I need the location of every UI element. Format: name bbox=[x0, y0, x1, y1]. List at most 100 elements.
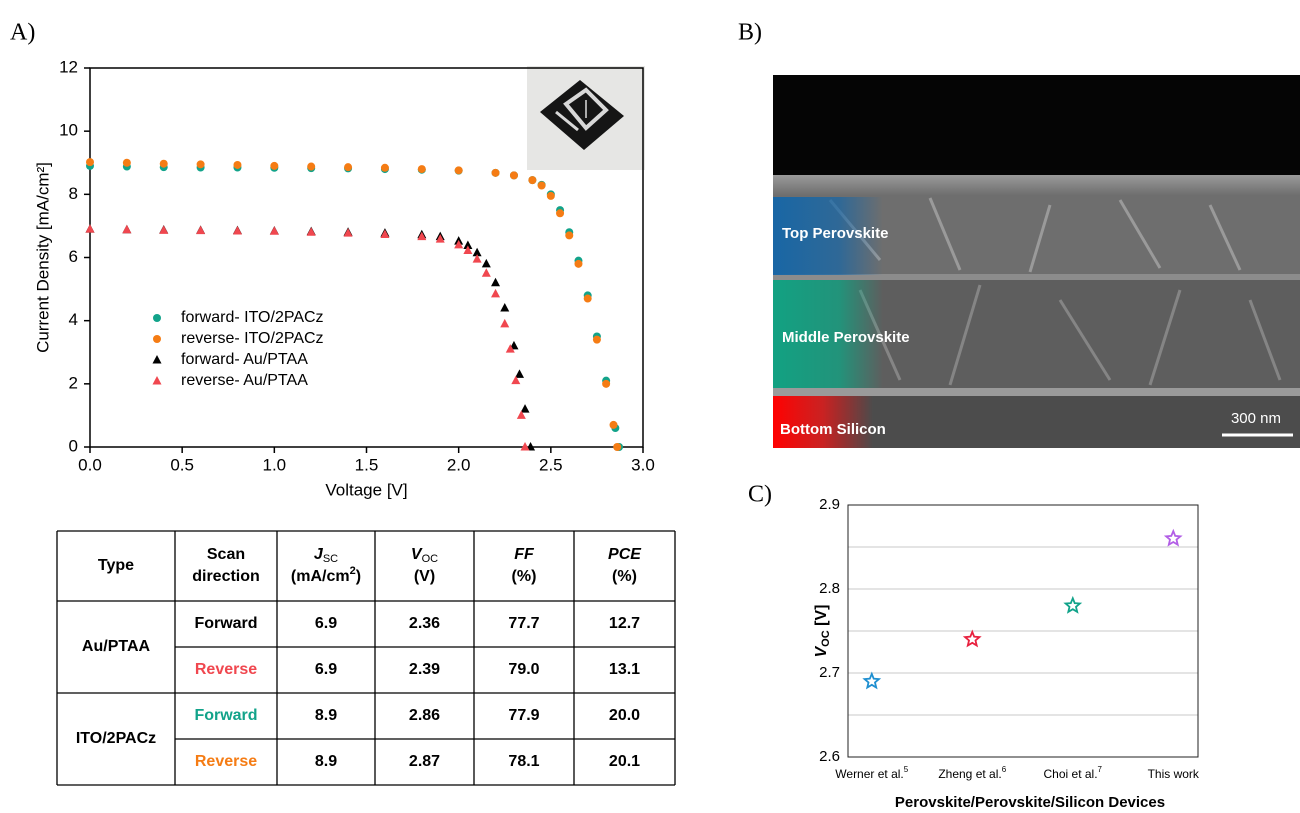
inset-photo bbox=[527, 66, 645, 170]
table-cell: Au/PTAA bbox=[82, 638, 151, 655]
figure: A) B) C) Top Perovskite Middle Perovskit… bbox=[0, 0, 1300, 813]
table-cell: 20.0 bbox=[609, 707, 640, 724]
y-tick-label: 10 bbox=[59, 121, 78, 140]
table-header: Scan bbox=[207, 546, 245, 563]
x-tick-label: 1.0 bbox=[263, 455, 287, 474]
x-tick-label: Choi et al.7 bbox=[1044, 765, 1103, 781]
table-cell: 12.7 bbox=[609, 615, 640, 632]
table-header: PCE bbox=[608, 546, 642, 563]
x-tick-label-part: Werner et al. bbox=[835, 767, 903, 781]
x-tick-label-part: 5 bbox=[904, 765, 909, 774]
x-tick-label: 0.5 bbox=[170, 455, 194, 474]
legend-marker bbox=[153, 314, 161, 322]
layer-label: Bottom Silicon bbox=[780, 421, 886, 438]
layer-label: Top Perovskite bbox=[782, 225, 888, 242]
data-point bbox=[418, 165, 426, 173]
data-point bbox=[270, 226, 279, 235]
data-point bbox=[565, 231, 573, 239]
y-axis-label-part: [V] bbox=[813, 605, 830, 631]
x-tick-label-part: 6 bbox=[1002, 765, 1007, 774]
x-tick-label: 2.5 bbox=[539, 455, 563, 474]
data-point bbox=[965, 632, 979, 646]
data-point bbox=[528, 176, 536, 184]
data-point bbox=[491, 289, 500, 298]
y-tick-label: 12 bbox=[59, 57, 78, 76]
legend-marker bbox=[153, 355, 162, 364]
table-header: (%) bbox=[512, 568, 537, 585]
data-point bbox=[122, 225, 131, 234]
x-axis-label: Perovskite/Perovskite/Silicon Devices bbox=[895, 794, 1165, 811]
y-axis-label: Current Density [mA/cm²] bbox=[33, 162, 52, 353]
data-point bbox=[602, 380, 610, 388]
x-tick-label: Werner et al.5 bbox=[835, 765, 908, 781]
y-tick-label: 2.7 bbox=[819, 664, 840, 681]
panel-label: B) bbox=[738, 20, 762, 46]
x-tick-label: This work bbox=[1148, 767, 1200, 781]
y-tick-label: 2.9 bbox=[819, 496, 840, 513]
y-tick-label: 2.8 bbox=[819, 580, 840, 597]
data-point bbox=[538, 181, 546, 189]
x-tick-label-part: Choi et al. bbox=[1044, 767, 1098, 781]
y-axis-label-part: OC bbox=[820, 630, 832, 647]
data-point bbox=[344, 163, 352, 171]
table-header: VOC bbox=[411, 546, 438, 565]
table-cell: 77.7 bbox=[508, 615, 539, 632]
x-tick-label: Zheng et al.6 bbox=[938, 765, 1006, 781]
legend-label: forward- Au/PTAA bbox=[181, 351, 308, 368]
y-tick-label: 8 bbox=[69, 184, 78, 203]
table-cell: 78.1 bbox=[508, 753, 539, 770]
table-header: FF bbox=[514, 546, 535, 563]
legend-label: reverse- ITO/2PACz bbox=[181, 330, 324, 347]
legend-label: reverse- Au/PTAA bbox=[181, 372, 308, 389]
y-axis-label: VOC [V] bbox=[813, 605, 832, 658]
table-cell: 77.9 bbox=[508, 707, 539, 724]
data-point bbox=[307, 163, 315, 171]
y-tick-label: 2.6 bbox=[819, 748, 840, 765]
x-tick-label: 0.0 bbox=[78, 455, 102, 474]
layer-label: Middle Perovskite bbox=[782, 329, 910, 346]
data-point bbox=[865, 674, 879, 688]
table-cell: 2.86 bbox=[409, 707, 440, 724]
data-point bbox=[86, 224, 95, 233]
legend-label: forward- ITO/2PACz bbox=[181, 309, 324, 326]
data-point bbox=[233, 226, 242, 235]
table-cell: 2.36 bbox=[409, 615, 440, 632]
table-cell: 20.1 bbox=[609, 753, 640, 770]
data-point bbox=[160, 160, 168, 168]
table-cell: ITO/2PACz bbox=[76, 730, 156, 747]
data-point bbox=[500, 303, 509, 312]
data-point bbox=[547, 192, 555, 200]
table-cell: 13.1 bbox=[609, 661, 640, 678]
table-header: (V) bbox=[414, 568, 435, 585]
data-point bbox=[500, 319, 509, 328]
panel-label: C) bbox=[748, 482, 772, 508]
scale-bar-label: 300 nm bbox=[1231, 410, 1281, 427]
table-header-part: (mA/cm bbox=[291, 568, 350, 585]
table-cell: 8.9 bbox=[315, 753, 337, 770]
x-tick-label: 1.5 bbox=[355, 455, 379, 474]
data-point bbox=[344, 228, 353, 237]
table-cell: 79.0 bbox=[508, 661, 539, 678]
table-cell: 2.87 bbox=[409, 753, 440, 770]
legend-marker bbox=[153, 376, 162, 385]
data-point bbox=[556, 209, 564, 217]
table-header: Type bbox=[98, 557, 134, 574]
table-cell: 2.39 bbox=[409, 661, 440, 678]
data-point bbox=[584, 295, 592, 303]
x-axis-label: Voltage [V] bbox=[325, 480, 407, 499]
table-cell: Reverse bbox=[195, 753, 257, 770]
table-cell: 6.9 bbox=[315, 661, 337, 678]
data-point bbox=[610, 421, 618, 429]
data-point bbox=[613, 443, 621, 451]
data-point bbox=[515, 369, 524, 378]
data-point bbox=[482, 259, 491, 268]
data-point bbox=[196, 226, 205, 235]
table-header: direction bbox=[192, 568, 260, 585]
data-point bbox=[455, 166, 463, 174]
data-point bbox=[381, 164, 389, 172]
table-cell: Reverse bbox=[195, 661, 257, 678]
data-point bbox=[233, 161, 241, 169]
table-cell: 8.9 bbox=[315, 707, 337, 724]
data-point bbox=[510, 171, 518, 179]
data-point bbox=[521, 404, 530, 413]
